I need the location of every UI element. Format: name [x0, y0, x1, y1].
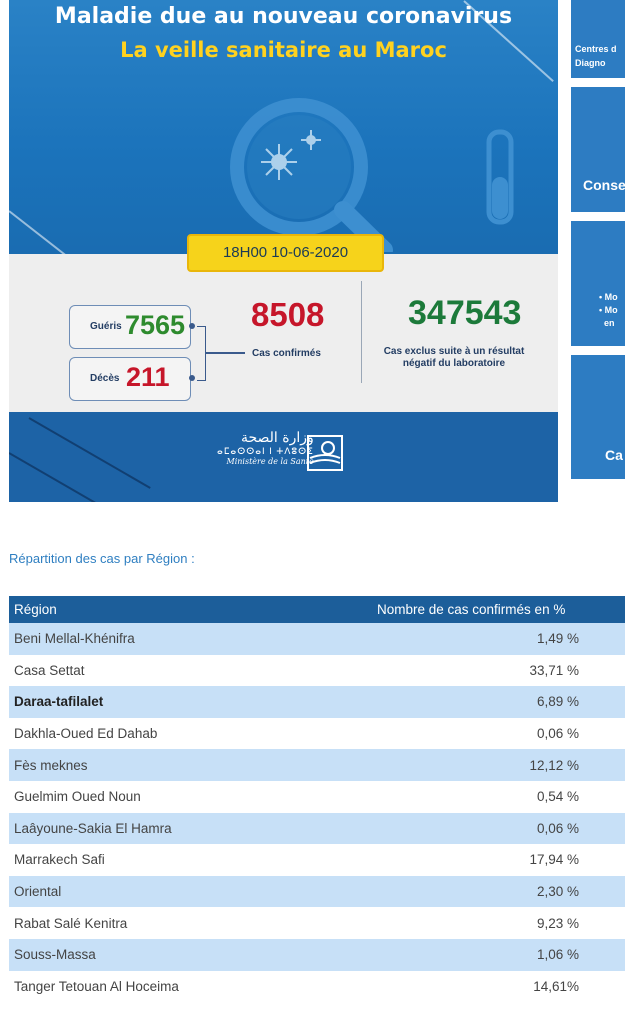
- ministry-tifinagh: ⴰⵎⴰⵙⵙⴰⵏ ⵏ ⵜⴷⵓⵙⵉ: [217, 446, 314, 456]
- percent-cell: 14,61%: [377, 970, 625, 1003]
- table-row: Oriental 2,30 %: [9, 875, 625, 908]
- region-cell: Tanger Tetouan Al Hoceima: [9, 970, 377, 1003]
- table-row: Fès meknes 12,12 %: [9, 749, 625, 781]
- deaths-label: Décès: [90, 373, 120, 384]
- recovered-count: 7565: [125, 310, 186, 340]
- recovered-label: Guéris: [90, 321, 122, 332]
- percent-cell: 9,23 %: [377, 907, 625, 939]
- percent-cell: 12,12 %: [377, 749, 625, 781]
- table-row: Casa Settat 33,71 %: [9, 654, 625, 687]
- magnifier-virus-icon: [230, 98, 514, 252]
- deaths-badge: Décès 211: [69, 357, 195, 401]
- ministry-french: Ministère de la Santé: [226, 457, 314, 466]
- infographic-title: Maladie due au nouveau coronavirus: [54, 4, 513, 29]
- percent-cell: 17,94 %: [377, 844, 625, 876]
- connector-line: [205, 352, 245, 354]
- region-cell: Beni Mellal-Khénifra: [9, 623, 377, 655]
- side-panel-text: Centres d Diagno: [575, 44, 617, 68]
- divider: [361, 281, 362, 383]
- excluded-count: 347543: [408, 294, 522, 332]
- confirmed-count: 8508: [251, 296, 325, 333]
- ministry-arabic: وزارة الصحة: [240, 430, 314, 446]
- column-header-percent: Nombre de cas confirmés en %: [377, 596, 625, 623]
- percent-cell: 1,49 %: [377, 623, 625, 655]
- deaths-count: 211: [126, 362, 170, 392]
- infographic-subtitle: La veille sanitaire au Maroc: [120, 38, 447, 62]
- table-row: Souss-Massa 1,06 %: [9, 938, 625, 971]
- column-header-region: Région: [9, 596, 377, 623]
- percent-cell: 33,71 %: [377, 654, 625, 687]
- table-row: Dakhla-Oued Ed Dahab 0,06 %: [9, 717, 625, 750]
- ministry-logo-icon: [307, 435, 343, 471]
- region-cell: Laâyoune-Sakia El Hamra: [9, 812, 377, 845]
- side-panel[interactable]: • Mo • Mo en: [571, 221, 625, 346]
- region-cell: Rabat Salé Kenitra: [9, 907, 377, 939]
- table-row: Laâyoune-Sakia El Hamra 0,06 %: [9, 812, 625, 845]
- connector-bracket: [197, 326, 206, 381]
- connector-dot: [189, 323, 195, 329]
- side-panel-text: • Mo • Mo en: [599, 292, 618, 328]
- percent-cell: 2,30 %: [377, 875, 625, 908]
- connector-dot: [189, 375, 195, 381]
- percent-cell: 6,89 %: [377, 686, 625, 718]
- stats-panel: Guéris 7565 Décès 211 8508 Cas confirmés…: [9, 254, 558, 412]
- table-header-row: Région Nombre de cas confirmés en %: [9, 596, 625, 623]
- recovered-badge: Guéris 7565: [69, 305, 195, 349]
- decorative-line: [9, 452, 97, 502]
- side-panel[interactable]: Conse: [571, 87, 625, 212]
- region-cell: Guelmim Oued Noun: [9, 780, 377, 813]
- region-cell: Casa Settat: [9, 654, 377, 687]
- table-row: Beni Mellal-Khénifra 1,49 %: [9, 623, 625, 655]
- region-cell: Marrakech Safi: [9, 844, 377, 876]
- region-cell: Fès meknes: [9, 749, 377, 781]
- percent-cell: 0,54 %: [377, 780, 625, 813]
- percent-cell: 0,06 %: [377, 812, 625, 845]
- ministry-signature: وزارة الصحة ⴰⵎⴰⵙⵙⴰⵏ ⵏ ⵜⴷⵓⵙⵉ Ministère de…: [217, 430, 314, 466]
- table-row: Marrakech Safi 17,94 %: [9, 844, 625, 876]
- table-row: Daraa-tafilalet 6,89 %: [9, 686, 625, 718]
- percent-cell: 1,06 %: [377, 938, 625, 971]
- side-panel-text: Ca: [605, 447, 623, 463]
- region-cell: Daraa-tafilalet: [9, 686, 377, 718]
- side-panel[interactable]: Ca: [571, 355, 625, 479]
- percent-cell: 0,06 %: [377, 717, 625, 750]
- table-row: Tanger Tetouan Al Hoceima 14,61%: [9, 970, 625, 1003]
- section-title: Répartition des cas par Région :: [9, 551, 195, 566]
- date-time-badge: 18H00 10-06-2020: [187, 234, 384, 272]
- side-panel-text: Conse: [583, 177, 625, 193]
- regions-table: Région Nombre de cas confirmés en % Beni…: [9, 596, 625, 1003]
- region-cell: Oriental: [9, 875, 377, 908]
- decorative-line: [28, 417, 151, 489]
- region-cell: Souss-Massa: [9, 938, 377, 971]
- region-cell: Dakhla-Oued Ed Dahab: [9, 717, 377, 750]
- table-row: Rabat Salé Kenitra 9,23 %: [9, 907, 625, 939]
- table-row: Guelmim Oued Noun 0,54 %: [9, 780, 625, 813]
- excluded-label: Cas exclus suite à un résultat négatif d…: [383, 346, 525, 369]
- banner-footer: [9, 412, 558, 502]
- side-panel[interactable]: Centres d Diagno: [571, 0, 625, 78]
- confirmed-label: Cas confirmés: [252, 348, 321, 359]
- infographic-banner: Maladie due au nouveau coronavirus La ve…: [9, 0, 558, 502]
